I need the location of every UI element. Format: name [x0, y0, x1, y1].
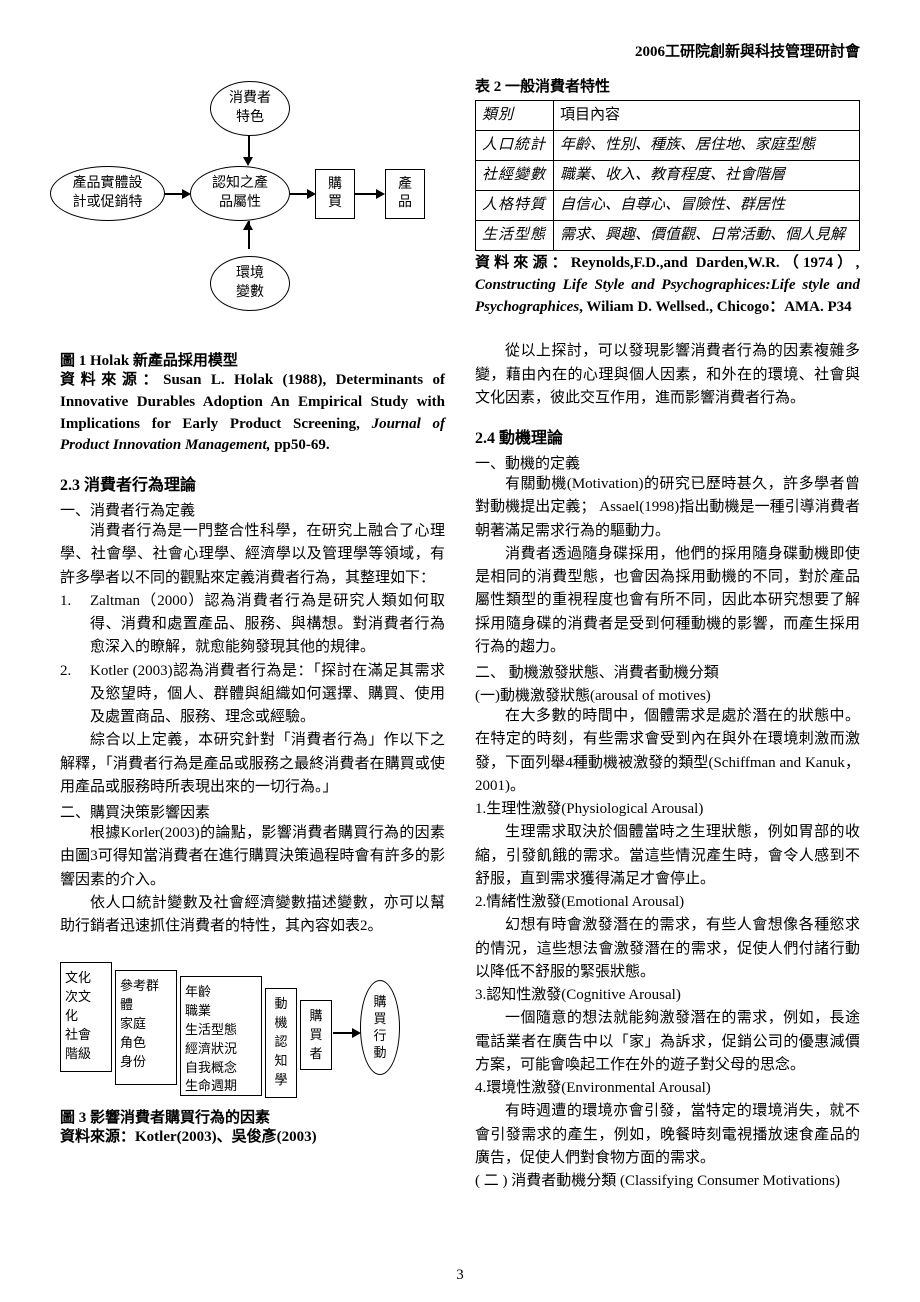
d3-box3: 年齡職業生活型態經濟狀況自我概念生命週期 [180, 976, 262, 1096]
heading-arousal-4: 4.環境性激發(Environmental Arousal) [475, 1077, 860, 1100]
node-product-entity: 產品實體設計或促銷特 [50, 166, 165, 221]
table-header-cell: 項目內容 [554, 101, 860, 131]
para: 生理需求取決於個體當時之生理狀態，例如胃部的收縮，引發飢餓的需求。當這些情況產生… [475, 821, 860, 891]
table-cell: 年齡、性別、種族、居住地、家庭型態 [554, 131, 860, 161]
subtitle-2-4-2a: (一)動機激發狀態(arousal of motives) [475, 684, 860, 705]
arrow [165, 193, 183, 195]
heading-arousal-1: 1.生理性激發(Physiological Arousal) [475, 798, 860, 821]
figure3-source: 資料來源：Kotler(2003)、吳俊彥(2003) [60, 1127, 445, 1149]
list-item-2: 2. Kotler (2003)認為消費者行為是：「探討在滿足其需求及慾望時，個… [60, 660, 445, 730]
table-cell: 需求、興趣、價值觀、日常活動、個人見解 [554, 221, 860, 251]
item-num: 1. [60, 590, 90, 660]
node-env-var: 環境變數 [210, 256, 290, 311]
source-prefix: 資料來源：Reynolds,F.D.,and Darden,W.R.（1974） [475, 255, 856, 271]
arrowhead-icon [376, 189, 385, 199]
d3-box4: 動機認知學 [265, 988, 297, 1098]
table-row: 類別 項目內容 [476, 101, 860, 131]
table2: 類別 項目內容 人口統計 年齡、性別、種族、居住地、家庭型態 社經變數 職業、收… [475, 100, 860, 251]
figure3-caption: 圖 3 影響消費者購買行為的因素 [60, 1106, 445, 1127]
arrowhead-icon [243, 157, 253, 166]
section-2-4-title: 2.4 動機理論 [475, 424, 860, 448]
table-row: 生活型態 需求、興趣、價值觀、日常活動、個人見解 [476, 221, 860, 251]
node-consumer-char: 消費者特色 [210, 81, 290, 136]
table2-caption: 表 2 一般消費者特性 [475, 75, 860, 96]
table-cell: 人格特質 [476, 191, 554, 221]
source-suffix: pp50-69. [270, 437, 329, 453]
arrowhead-icon [243, 221, 253, 230]
list-item-1: 1. Zaltman（2000）認為消費者行為是研究人類如何取得、消費和處置產品… [60, 590, 445, 660]
para: 一個隨意的想法就能夠激發潛在的需求，例如，長途電話業者在廣告中以「家」為訴求，促… [475, 1007, 860, 1077]
page-header: 2006工研院創新與科技管理研討會 [60, 40, 860, 61]
arrow [355, 193, 377, 195]
table-row: 社經變數 職業、收入、教育程度、社會階層 [476, 161, 860, 191]
table-cell: 自信心、自尊心、冒險性、群居性 [554, 191, 860, 221]
section-2-3-title: 2.3 消費者行為理論 [60, 471, 445, 495]
table-cell: 生活型態 [476, 221, 554, 251]
para: 從以上探討，可以發現影響消費者行為的因素複雜多變，藉由內在的心理與個人因素，和外… [475, 340, 860, 410]
item-num: 2. [60, 660, 90, 730]
para: 綜合以上定義，本研究針對「消費者行為」作以下之解釋，「消費者行為是產品或服務之最… [60, 729, 445, 799]
d3-box2: 參考群體家庭角色身份 [115, 970, 177, 1085]
d3-box1: 文化次文化社會階級 [60, 962, 112, 1072]
node-perceived-attr: 認知之產品屬性 [190, 166, 290, 221]
table-cell: 職業、收入、教育程度、社會階層 [554, 161, 860, 191]
subtitle-2-4-2b: ( 二 ) 消費者動機分類 (Classifying Consumer Moti… [475, 1170, 860, 1193]
figure1-caption: 圖 1 Holak 新產品採用模型 [60, 349, 445, 370]
para: 在大多數的時間中，個體需求是處於潛在的狀態中。在特定的時刻，有些需求會受到內在與… [475, 705, 860, 798]
table-cell: 社經變數 [476, 161, 554, 191]
heading-arousal-2: 2.情緒性激發(Emotional Arousal) [475, 891, 860, 914]
para: 有關動機(Motivation)的研究已歷時甚久，許多學者曾對動機提出定義； A… [475, 473, 860, 543]
table-header-cell: 類別 [476, 101, 554, 131]
subtitle-2-3-1: 一、消費者行為定義 [60, 499, 445, 520]
subtitle-2-4-1: 一、動機的定義 [475, 452, 860, 473]
table2-source: 資料來源：Reynolds,F.D.,and Darden,W.R.（1974）… [475, 253, 860, 318]
figure1-source: 資料來源：Susan L. Holak (1988), Determinants… [60, 370, 445, 457]
d3-box5: 購買者 [300, 1000, 332, 1070]
node-purchase: 購買 [315, 169, 355, 219]
item-text: Zaltman（2000）認為消費者行為是研究人類如何取得、消費和處置產品、服務… [90, 590, 445, 660]
item-text: Kotler (2003)認為消費者行為是：「探討在滿足其需求及慾望時，個人、群… [90, 660, 445, 730]
right-column: 表 2 一般消費者特性 類別 項目內容 人口統計 年齡、性別、種族、居住地、家庭… [475, 71, 860, 1193]
source-suffix: , Wiliam D. Wellsed., Chicogo：AMA. P34 [579, 299, 852, 315]
left-column: 消費者特色 產品實體設計或促銷特 認知之產品屬性 環境變數 購買 產品 圖 1 … [60, 71, 445, 1193]
node-product: 產品 [385, 169, 425, 219]
table-row: 人口統計 年齡、性別、種族、居住地、家庭型態 [476, 131, 860, 161]
arrowhead-icon [182, 189, 191, 199]
para: 有時週遭的環境亦會引發，當特定的環境消失，就不會引發需求的產生，例如，晚餐時刻電… [475, 1100, 860, 1170]
subtitle-2-3-2: 二、購買決策影響因素 [60, 801, 445, 822]
page-number: 3 [456, 1267, 464, 1284]
figure1-diagram: 消費者特色 產品實體設計或促銷特 認知之產品屬性 環境變數 購買 產品 [60, 81, 430, 341]
d3-ellipse: 購買行動 [360, 980, 400, 1075]
para: 消費者透過隨身碟採用，他們的採用隨身碟動機即使是相同的消費型態，也會因為採用動機… [475, 543, 860, 659]
para: 幻想有時會激發潛在的需求，有些人會想像各種慾求的情況，這些想法會激發潛在的需求，… [475, 914, 860, 984]
para: 依人口統計變數及社會經濟變數描述變數，亦可以幫助行銷者迅速抓住消費者的特性，其內… [60, 892, 445, 939]
table-cell: 人口統計 [476, 131, 554, 161]
main-columns: 消費者特色 產品實體設計或促銷特 認知之產品屬性 環境變數 購買 產品 圖 1 … [60, 71, 860, 1193]
subtitle-2-4-2: 二、 動機激發狀態、消費者動機分類 [475, 661, 860, 682]
arrowhead-icon [352, 1028, 361, 1038]
arrow [290, 193, 308, 195]
table-row: 人格特質 自信心、自尊心、冒險性、群居性 [476, 191, 860, 221]
heading-arousal-3: 3.認知性激發(Cognitive Arousal) [475, 984, 860, 1007]
arrow [333, 1032, 353, 1034]
figure3-diagram: 文化次文化社會階級 參考群體家庭角色身份 年齡職業生活型態經濟狀況自我概念生命週… [60, 950, 440, 1100]
para: 消費者行為是一門整合性科學，在研究上融合了心理學、社會學、社會心理學、經濟學以及… [60, 520, 445, 590]
arrow [248, 136, 250, 158]
arrowhead-icon [307, 189, 316, 199]
para: 根據Korler(2003)的論點，影響消費者購買行為的因素由圖3可得知當消費者… [60, 822, 445, 892]
